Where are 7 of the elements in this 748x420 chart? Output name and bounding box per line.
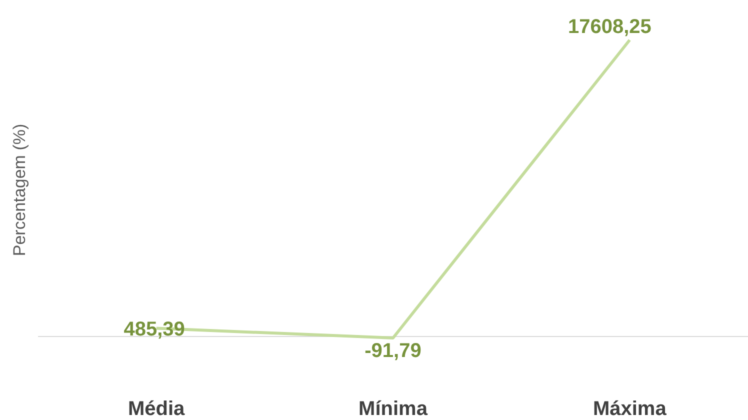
x-tick-label: Máxima [592,398,668,420]
data-label: -91,79 [364,340,422,362]
data-label: 485,39 [124,318,185,340]
x-tick-label: Média [128,398,186,420]
x-tick-label: Mínima [358,398,428,420]
y-axis-title: Percentagem (%) [10,124,30,256]
data-label: 17608,25 [568,16,652,38]
